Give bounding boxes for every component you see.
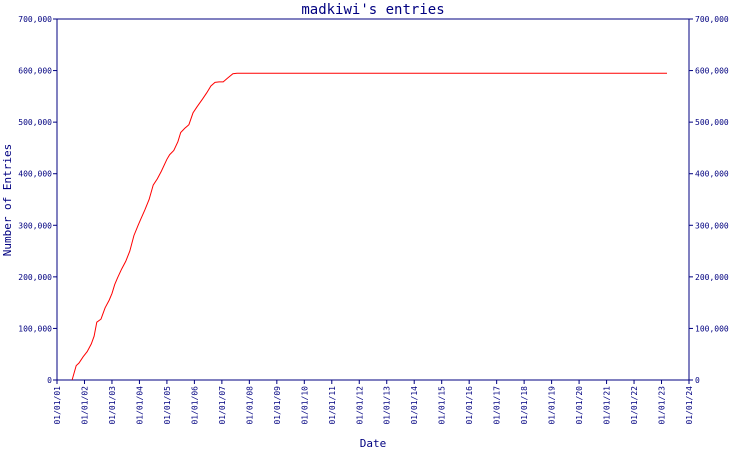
y-tick-label-right: 300,000 bbox=[695, 221, 729, 230]
x-tick-label: 01/01/22 bbox=[630, 386, 639, 425]
x-tick-label: 01/01/12 bbox=[355, 386, 364, 425]
y-tick-label-left: 100,000 bbox=[18, 324, 52, 333]
y-tick-label-left: 600,000 bbox=[18, 67, 52, 76]
x-tick-label: 01/01/18 bbox=[520, 386, 529, 425]
chart-title: madkiwi's entries bbox=[301, 2, 444, 18]
y-axis-left: 0 100,000 200,000 300,000 400,000 500,000 600,… bbox=[18, 15, 57, 385]
x-tick-label: 01/01/23 bbox=[658, 386, 667, 425]
x-tick-label: 01/01/04 bbox=[135, 386, 144, 425]
y-tick-label-left: 500,000 bbox=[18, 118, 52, 127]
x-tick-label: 01/01/19 bbox=[548, 386, 557, 425]
y-tick-label-left: 0 bbox=[47, 376, 52, 385]
x-tick-label: 01/01/03 bbox=[108, 386, 117, 425]
y-axis-right: 0 100,000 200,000 300,000 400,000 500,000 600,… bbox=[689, 15, 729, 385]
x-tick-label: 01/01/08 bbox=[245, 386, 254, 425]
series-line bbox=[71, 72, 667, 381]
x-tick-label: 01/01/17 bbox=[493, 386, 502, 425]
x-tick-label: 01/01/21 bbox=[603, 386, 612, 425]
y-tick-label-right: 100,000 bbox=[695, 324, 729, 333]
y-tick-label-right: 0 bbox=[695, 376, 700, 385]
series-layer bbox=[71, 72, 667, 381]
x-axis-label: Date bbox=[360, 437, 387, 450]
x-tick-label: 01/01/15 bbox=[438, 386, 447, 425]
x-tick-label: 01/01/02 bbox=[80, 386, 89, 425]
x-axis: 01/01/01 01/01/02 01/01/03 01/01/04 01/01/05… bbox=[53, 380, 694, 425]
x-tick-label: 01/01/06 bbox=[190, 386, 199, 425]
x-tick-label: 01/01/09 bbox=[273, 386, 282, 425]
y-tick-label-left: 300,000 bbox=[18, 221, 52, 230]
x-tick-label: 01/01/13 bbox=[383, 386, 392, 425]
y-tick-label-right: 600,000 bbox=[695, 67, 729, 76]
y-axis-label: Number of Entries bbox=[1, 144, 14, 257]
x-tick-label: 01/01/24 bbox=[685, 386, 694, 425]
y-tick-label-right: 500,000 bbox=[695, 118, 729, 127]
x-tick-label: 01/01/11 bbox=[328, 386, 337, 425]
x-tick-label: 01/01/01 bbox=[53, 386, 62, 425]
x-tick-label: 01/01/07 bbox=[218, 386, 227, 425]
y-tick-label-left: 400,000 bbox=[18, 170, 52, 179]
y-tick-label-left: 200,000 bbox=[18, 273, 52, 282]
y-tick-label-right: 700,000 bbox=[695, 15, 729, 24]
x-tick-label: 01/01/10 bbox=[300, 386, 309, 425]
x-tick-label: 01/01/16 bbox=[465, 386, 474, 425]
plot-frame bbox=[56, 18, 690, 381]
x-tick-label: 01/01/20 bbox=[575, 386, 584, 425]
x-tick-label: 01/01/05 bbox=[163, 386, 172, 425]
y-tick-label-right: 200,000 bbox=[695, 273, 729, 282]
x-tick-label: 01/01/14 bbox=[410, 386, 419, 425]
y-tick-label-left: 700,000 bbox=[18, 15, 52, 24]
y-tick-label-right: 400,000 bbox=[695, 170, 729, 179]
